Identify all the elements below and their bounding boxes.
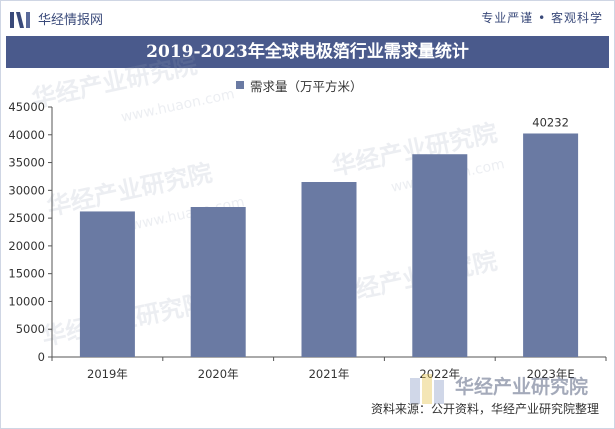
watermark-logo-icon — [410, 374, 444, 404]
x-tick-label: 2021年 — [309, 367, 350, 381]
y-tick-label: 20000 — [8, 239, 45, 253]
x-tick-label: 2020年 — [198, 367, 239, 381]
x-tick-label: 2022年 — [419, 367, 460, 381]
bar — [301, 182, 357, 357]
legend: 需求量（万平方米） — [236, 76, 363, 94]
y-tick-label: 40000 — [8, 128, 45, 142]
watermark-brand: 华经产业研究院 — [455, 376, 589, 398]
tagline: 专业严谨 • 客观科学 — [481, 11, 603, 25]
bar — [412, 154, 468, 357]
bar — [523, 133, 579, 357]
header: 华经情报网 专业严谨 • 客观科学 — [0, 0, 615, 36]
y-tick-label: 25000 — [8, 211, 45, 225]
y-tick-label: 35000 — [8, 156, 45, 170]
legend-swatch — [236, 81, 244, 89]
title-bar: 2019-2023年全球电极箔行业需求量统计 — [6, 36, 609, 68]
bar — [79, 211, 135, 357]
data-label: 40232 — [532, 115, 569, 129]
y-tick-label: 0 — [38, 350, 45, 364]
site-name: 华经情报网 — [38, 13, 104, 28]
y-tick-label: 5000 — [16, 322, 45, 336]
y-tick-label: 45000 — [8, 100, 45, 114]
bar — [190, 207, 246, 357]
y-tick-label: 10000 — [8, 294, 45, 308]
logo-icon — [10, 12, 30, 28]
y-tick-label: 15000 — [8, 267, 45, 281]
chart-title: 2019-2023年全球电极箔行业需求量统计 — [146, 42, 469, 62]
x-tick-label: 2019年 — [87, 367, 128, 381]
x-tick-label: 2023年E — [527, 367, 575, 381]
legend-label: 需求量（万平方米） — [250, 78, 363, 94]
source-note: 资料来源：公开资料，华经产业研究院整理 — [370, 402, 599, 416]
y-tick-label: 30000 — [8, 183, 45, 197]
